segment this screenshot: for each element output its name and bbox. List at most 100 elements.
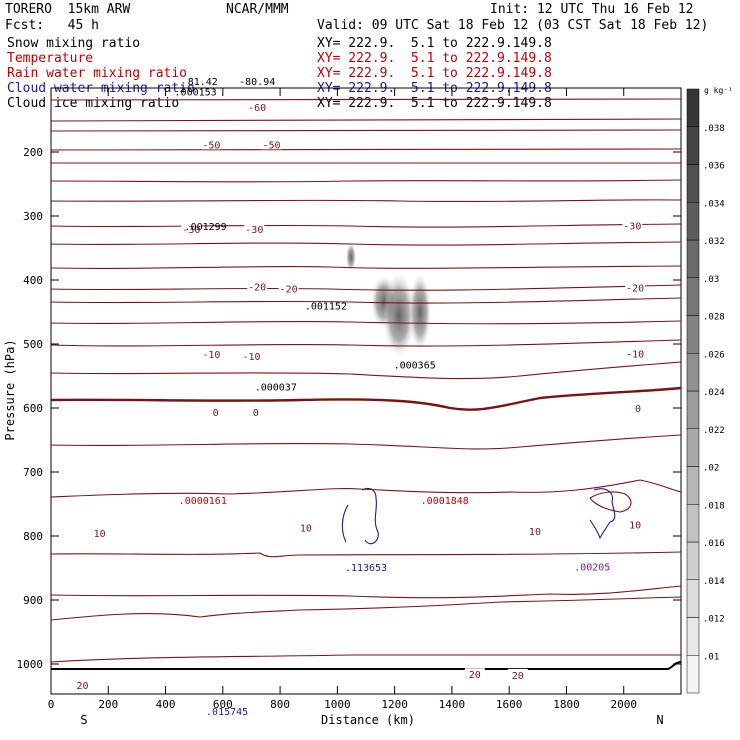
legend-rain: Rain water mixing ratio: [7, 66, 188, 81]
forecast-hour: Fcst: 45 h: [5, 18, 99, 33]
max-value-label: .0000161: [179, 496, 227, 507]
temp-label-bg: [464, 668, 485, 680]
max-value-label: .00205: [574, 563, 610, 574]
temp-label-bg: [89, 526, 110, 538]
colorbar-tick-label: .02: [703, 464, 719, 474]
colorbar-swatch: [686, 655, 700, 694]
max-value-label: .001152: [305, 301, 347, 312]
temp-label-bg: [622, 219, 643, 231]
x-tick-label: 1600: [496, 698, 523, 711]
isotherm-line: [50, 162, 682, 164]
cloud-water-contour: [341, 504, 349, 543]
temp-label-bg: [261, 138, 282, 150]
maxima-labels: 81.42 -80.94 .000153 .001299 .001152 .000365.…: [175, 77, 611, 718]
temp-label: -30: [245, 225, 263, 236]
x-axis-label: Distance (km): [321, 713, 415, 727]
x-left-end-label: S: [80, 713, 87, 727]
xy-snow: XY= 222.9. 5.1 to 222.9.149.8: [317, 36, 552, 51]
temp-label: 20: [469, 670, 481, 681]
temp-label-bg: [278, 282, 299, 294]
y-tick-label: 300: [23, 210, 43, 223]
shaded-field: [346, 243, 431, 357]
isotherm-zero: [50, 386, 682, 411]
isotherm-line: [50, 265, 682, 270]
xy-rain: XY= 222.9. 5.1 to 222.9.149.8: [317, 66, 552, 81]
y-tick-label: 900: [23, 594, 43, 607]
x-tick-label: 400: [156, 698, 176, 711]
isotherm-line: [50, 320, 682, 325]
isotherm-line: [50, 361, 682, 380]
x-tick-label: 2000: [610, 698, 637, 711]
x-tick-label: 1400: [439, 698, 466, 711]
colorbar-swatch: [686, 579, 700, 618]
temp-label-bg: [241, 350, 262, 362]
colorbar-swatch: [686, 353, 700, 392]
temp-label: -20: [626, 284, 644, 295]
temp-label: 0: [635, 404, 641, 415]
x-tick-label: 1200: [381, 698, 408, 711]
colorbar-tick-label: .024: [703, 388, 725, 398]
temp-label: -50: [202, 140, 220, 151]
ground-surface: [51, 661, 682, 670]
x-tick-label: 800: [270, 698, 290, 711]
max-value-label: .000365: [394, 360, 436, 371]
colorbar-swatch: [686, 239, 700, 278]
temp-label-bg: [181, 222, 202, 234]
temp-label: -10: [202, 350, 220, 361]
temp-label: -10: [242, 352, 260, 363]
isotherm-line: [50, 596, 682, 621]
plot-frame: [50, 87, 682, 695]
isotherm-line: [50, 98, 682, 101]
colorbar-swatch: [686, 617, 700, 656]
y-tick-label: 600: [23, 402, 43, 415]
shade-blob-center: [383, 273, 415, 357]
isotherm-line: [50, 223, 682, 228]
colorbar-swatch: [686, 315, 700, 354]
temp-label-bg: [245, 405, 266, 417]
model-title: TORERO 15km ARW: [5, 2, 131, 17]
temp-label: 0: [213, 408, 219, 419]
x-axis: 0 200 400 600 800 1000 1200 1400 1600 1800 2000: [48, 88, 637, 711]
isotherm-line: [50, 118, 682, 122]
colorbar-tick-label: .028: [703, 313, 725, 323]
shade-blob-small: [346, 243, 356, 271]
temp-label-bg: [244, 222, 265, 234]
max-value-label: -80.94: [239, 77, 275, 88]
max-value-label: .000153: [175, 88, 217, 99]
colorbar-swatch: [686, 466, 700, 505]
isotherm-line: [50, 179, 682, 183]
center-title: NCAR/MMM: [226, 2, 289, 17]
temp-label: 10: [629, 520, 641, 531]
x-tick-label: 1000: [324, 698, 351, 711]
temp-label-bg: [507, 668, 528, 680]
isotherm-line: [50, 241, 682, 246]
colorbar: .01 .012 .014 .016 .018 .02 .022 .024 .026 .028 .0…: [686, 88, 725, 694]
shade-blob-right: [409, 274, 431, 350]
max-value-label: .015745: [206, 707, 248, 718]
temp-label-bg: [201, 138, 222, 150]
colorbar-tick-label: .018: [703, 501, 725, 511]
colorbar-tick-label: .03: [703, 275, 719, 285]
temp-label: 20: [512, 671, 524, 682]
temp-label-bg: [625, 281, 646, 293]
colorbar-swatch: [686, 88, 700, 127]
temp-label-bg: [625, 518, 646, 530]
temp-label: -20: [248, 282, 266, 293]
colorbar-tick-label: .014: [703, 577, 725, 587]
colorbar-swatch: [686, 390, 700, 429]
temp-label-bg: [625, 347, 646, 359]
temp-label: 20: [76, 681, 88, 692]
max-value-label: .0001848: [421, 496, 469, 507]
isotherm-line: [50, 654, 682, 663]
colorbar-swatch: [686, 202, 700, 241]
legend-snow: Snow mixing ratio: [7, 36, 141, 51]
temp-label-bg: [247, 280, 268, 292]
colorbar-tick-label: .022: [703, 426, 725, 436]
colorbar-tick-label: .012: [703, 615, 725, 625]
colorbar-tick-label: .01: [703, 652, 719, 662]
temp-label: -30: [623, 222, 641, 233]
max-value-label: .001299: [185, 222, 227, 233]
y-axis-label: Pressure (hPa): [3, 339, 17, 440]
